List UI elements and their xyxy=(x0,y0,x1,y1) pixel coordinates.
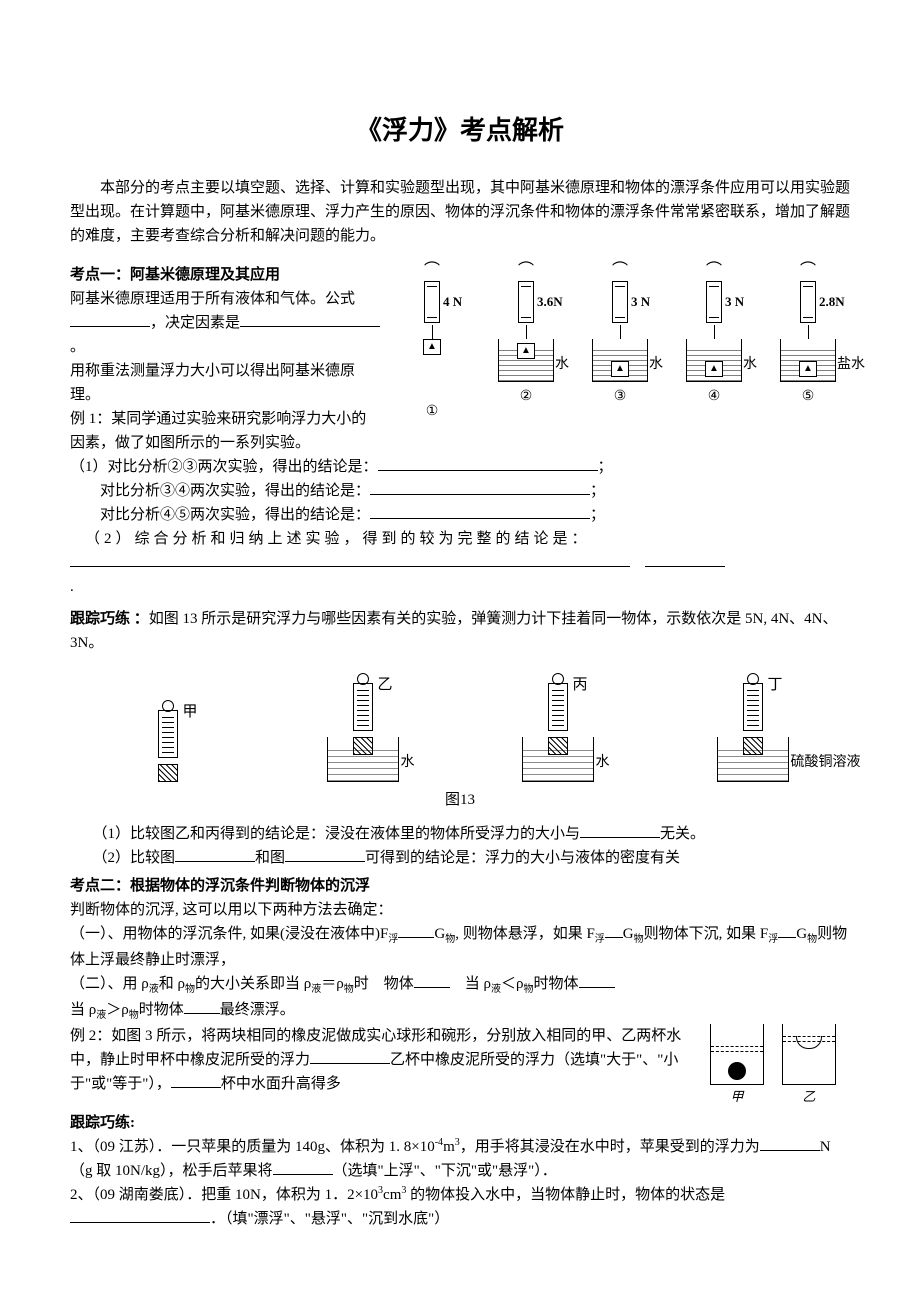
exp-col-2: ⌒3.6N▲水② xyxy=(484,263,568,408)
experiment-figure-1: ⌒4 N▲①⌒3.6N▲水②⌒3 N▲水③⌒3 N▲水④⌒2.8N▲盐水⑤ xyxy=(390,263,850,423)
fig13-col-乙: 乙水 xyxy=(288,673,438,782)
blank[interactable] xyxy=(70,566,630,567)
kp2-method2: （二）、用 ρ液和 ρ物的大小关系即当 ρ液＝ρ物时 物体 当 ρ液＜ρ物时物体 xyxy=(70,972,850,998)
blank[interactable] xyxy=(171,1087,221,1088)
blank[interactable] xyxy=(273,1174,333,1175)
track2-q1: 1、（09 江苏）．一只苹果的质量为 140g、体积为 1. 8×10-4m3，… xyxy=(70,1135,850,1183)
kp1-q1c: 对比分析④⑤两次实验，得出的结论是：； xyxy=(70,503,850,527)
blank[interactable] xyxy=(70,326,150,327)
blank[interactable] xyxy=(398,937,434,938)
blank[interactable] xyxy=(579,987,615,988)
fig13-col-丙: 丙水 xyxy=(483,673,633,782)
kp1-q2: （2）综合分析和归纳上述实验，得到的较为完整的结论是： xyxy=(70,527,850,551)
track2-q2: 2、（09 湖南娄底）．把重 10N，体积为 1．2×103cm3 的物体投入水… xyxy=(70,1183,850,1231)
kp1-q1b: 对比分析③④两次实验，得出的结论是：； xyxy=(70,479,850,503)
kp1-q1a: （1）对比分析②③两次实验，得出的结论是：； xyxy=(70,455,850,479)
blank[interactable] xyxy=(605,937,623,938)
track1-q2: （2）比较图和图可得到的结论是：浮力的大小与液体的密度有关 xyxy=(70,846,850,870)
figure-13-caption: 图13 xyxy=(70,788,850,812)
figure-13: 甲乙水丙水丁硫酸铜溶液 xyxy=(70,673,850,782)
blank[interactable] xyxy=(760,1150,820,1151)
blank[interactable] xyxy=(70,1222,210,1223)
intro-paragraph: 本部分的考点主要以填空题、选择、计算和实验题型出现，其中阿基米德原理和物体的漂浮… xyxy=(70,176,850,248)
blank[interactable] xyxy=(370,518,590,519)
kp1-q2-blank xyxy=(70,551,850,575)
fig13-col-甲: 甲 xyxy=(93,700,243,782)
blank[interactable] xyxy=(175,861,255,862)
example2-figure: 甲 乙 xyxy=(710,1024,850,1108)
kp2-method1: （一）、用物体的浮沉条件, 如果(浸没在液体中)F浮G物, 则物体悬浮，如果 F… xyxy=(70,922,850,972)
cup-yi xyxy=(782,1024,836,1085)
exp-col-1: ⌒4 N▲① xyxy=(390,263,474,423)
blank[interactable] xyxy=(378,470,598,471)
kp2-line1: 判断物体的沉浮, 这可以用以下两种方法去确定： xyxy=(70,898,850,922)
cup-jia xyxy=(710,1024,764,1085)
track2-head: 跟踪巧练: xyxy=(70,1111,850,1135)
blank[interactable] xyxy=(310,1063,390,1064)
page-title: 《浮力》考点解析 xyxy=(70,110,850,152)
kp2-head: 考点二：根据物体的浮沉条件判断物体的沉浮 xyxy=(70,874,850,898)
blank[interactable] xyxy=(645,566,725,567)
exp-col-5: ⌒2.8N▲盐水⑤ xyxy=(766,263,850,408)
track1-q1: （1）比较图乙和丙得到的结论是：浸没在液体里的物体所受浮力的大小与无关。 xyxy=(70,822,850,846)
blank[interactable] xyxy=(370,494,590,495)
blank[interactable] xyxy=(580,837,660,838)
blank[interactable] xyxy=(240,326,380,327)
fig13-col-丁: 丁硫酸铜溶液 xyxy=(678,673,828,782)
blank[interactable] xyxy=(414,987,450,988)
kp2-method2b: 当 ρ液＞ρ物时物体最终漂浮。 xyxy=(70,998,850,1024)
blank[interactable] xyxy=(184,1013,220,1014)
blank[interactable] xyxy=(778,937,796,938)
track1: 跟踪巧练 ：如图 13 所示是研究浮力与哪些因素有关的实验，弹簧测力计下挂着同一… xyxy=(70,607,850,655)
blank[interactable] xyxy=(285,861,365,862)
exp-col-3: ⌒3 N▲水③ xyxy=(578,263,662,408)
exp-col-4: ⌒3 N▲水④ xyxy=(672,263,756,408)
